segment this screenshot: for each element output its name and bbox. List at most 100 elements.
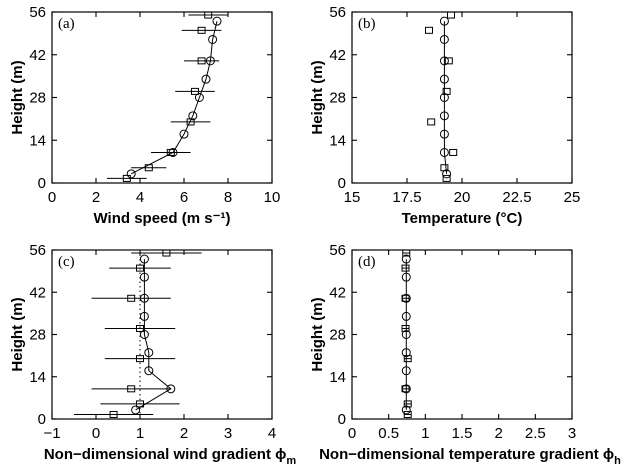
panel-b: 15 17.5 20 22.5 25 0 14 28 42 56 (b) Temperature (°…: [309, 4, 580, 227]
x-tick-label: 22.5: [502, 189, 531, 206]
panel-label: (a): [58, 16, 75, 32]
y-tick-label: 28: [29, 327, 46, 344]
x-axis-label: Wind speed (m s⁻¹): [94, 210, 231, 227]
square-marker: [402, 249, 411, 257]
circle-marker: [439, 93, 449, 102]
x-tick-label: 6: [180, 189, 188, 206]
panel-label: (c): [58, 254, 75, 270]
circle-marker: [212, 16, 222, 26]
x-axis-label: Non−dimensional wind gradient ϕm: [44, 446, 297, 467]
circle-marker: [401, 405, 411, 415]
x-tick-label: 2: [92, 189, 100, 206]
profile-line: [135, 259, 172, 411]
x-tick-label: 8: [224, 189, 232, 206]
panel-d: 0 0.5 1 1.5 2 2.5 3 0 14 28 42 56 (d) Non−dimensional…: [309, 242, 621, 467]
circle-marker: [179, 129, 189, 139]
circle-marker: [439, 56, 449, 66]
y-tick-label: 56: [329, 242, 346, 259]
circle-marker: [401, 311, 411, 321]
y-tick-label: 56: [29, 242, 46, 259]
square-marker: [401, 385, 410, 393]
x-tick-label: 15: [344, 189, 361, 206]
x-tick-label: 2.5: [525, 425, 546, 442]
y-tick-label: 28: [329, 90, 346, 107]
profile-line: [130, 21, 218, 175]
x-tick-label: 17.5: [392, 189, 421, 206]
y-tick-label: 14: [29, 132, 46, 149]
y-tick-label: 42: [329, 47, 346, 64]
square-marker: [401, 264, 410, 272]
circle-marker: [139, 254, 149, 264]
y-tick-label: 42: [29, 284, 46, 301]
square-marker: [442, 87, 451, 95]
panel-a: 0 2 4 6 8 10 0 14 28 42 56 (a) Wind speed (m s⁻¹) Hei…: [9, 4, 280, 227]
square-marker: [401, 294, 410, 302]
circle-marker: [208, 34, 218, 44]
circle-marker: [139, 272, 149, 282]
square-marker: [442, 174, 451, 182]
circle-marker: [201, 74, 211, 84]
square-marker: [127, 294, 136, 302]
x-tick-label: 0: [48, 189, 56, 206]
square-marker: [403, 400, 412, 408]
square-marker: [197, 57, 206, 65]
x-tick-label: 1: [136, 425, 144, 442]
x-axis-label: Non−dimensional temperature gradient ϕh: [319, 446, 621, 467]
circle-marker: [188, 111, 198, 121]
y-tick-label: 0: [338, 411, 346, 428]
circle-marker: [194, 93, 204, 102]
plot-frame: [351, 249, 573, 420]
x-tick-label: 0: [92, 425, 100, 442]
y-tick-label: 0: [338, 175, 346, 192]
profile-line: [443, 21, 448, 174]
y-tick-label: 14: [329, 132, 346, 149]
plot-frame: [351, 11, 573, 184]
x-tick-label: 2: [494, 425, 502, 442]
circle-marker: [401, 272, 411, 282]
circle-marker: [439, 34, 449, 44]
circle-marker: [144, 348, 154, 358]
x-tick-label: 3: [568, 425, 576, 442]
square-marker: [136, 355, 144, 363]
circle-marker: [401, 348, 411, 358]
circle-marker: [401, 254, 411, 264]
circle-marker: [439, 111, 449, 121]
circle-marker: [139, 330, 149, 339]
y-axis-label: Height (m): [9, 60, 26, 134]
square-marker: [197, 26, 206, 34]
square-marker: [144, 164, 153, 172]
y-tick-label: 0: [38, 411, 46, 428]
x-tick-label: 2: [180, 425, 188, 442]
square-marker: [191, 87, 199, 95]
circle-marker: [139, 311, 149, 321]
x-tick-label: 4: [268, 425, 276, 442]
x-tick-label: 1.5: [452, 425, 473, 442]
circle-marker: [401, 366, 411, 376]
circle-marker: [126, 169, 136, 179]
x-tick-label: −1: [43, 425, 60, 442]
y-tick-label: 42: [329, 284, 346, 301]
x-tick-label: 0.5: [378, 425, 399, 442]
square-marker: [427, 118, 436, 126]
square-marker: [449, 148, 458, 156]
square-marker: [401, 324, 410, 332]
x-tick-label: 4: [136, 189, 144, 206]
x-axis-label: Temperature (°C): [402, 210, 523, 227]
y-axis-label: Height (m): [9, 297, 26, 371]
circle-marker: [439, 16, 449, 26]
x-tick-label: 25: [564, 189, 581, 206]
panel-label: (b): [358, 16, 376, 32]
y-tick-label: 14: [329, 369, 346, 386]
square-marker: [425, 26, 433, 34]
square-marker: [136, 264, 144, 272]
y-tick-label: 28: [329, 327, 346, 344]
circle-marker: [131, 405, 141, 415]
circle-marker: [439, 74, 449, 84]
y-axis-label: Height (m): [309, 60, 326, 134]
square-marker: [136, 400, 144, 408]
x-tick-label: 1: [421, 425, 429, 442]
square-marker: [204, 11, 213, 19]
square-marker: [127, 385, 136, 393]
